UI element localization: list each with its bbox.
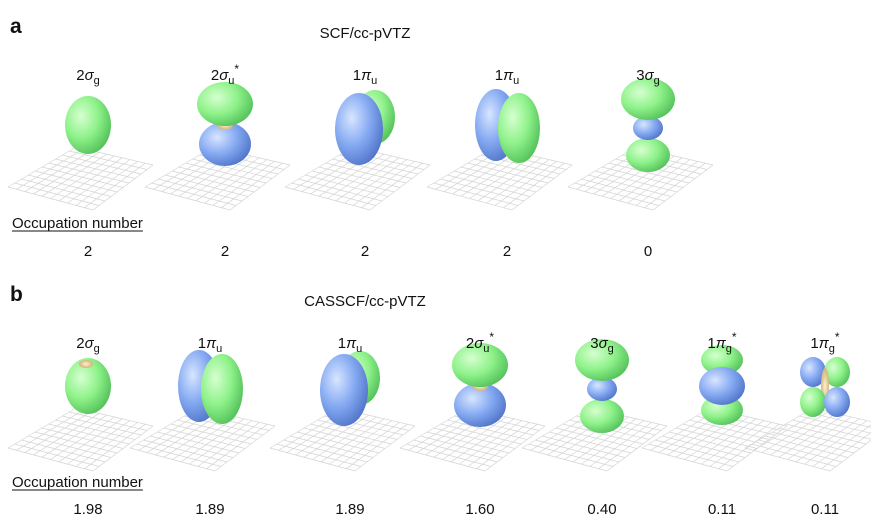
orbital-superscript: * (732, 330, 737, 344)
figure: aSCF/cc-pVTZ2σg22σu*21πu21πu23σg0Occupat… (0, 0, 871, 515)
orbital-label: 2σu* (211, 62, 240, 87)
orbital (745, 357, 871, 471)
orbital-label: 2σg (76, 67, 100, 87)
orbital-number: 1 (353, 67, 361, 84)
lobe (65, 96, 111, 154)
occupation-number: 1.89 (335, 501, 364, 515)
occupation-number: 1.98 (73, 501, 102, 515)
orbital-subscript: g (654, 75, 660, 87)
orbital-number: 1 (707, 335, 715, 352)
occupation-number: 2 (361, 243, 369, 260)
orbital-subscript: g (726, 343, 732, 355)
orbital-subscript: g (829, 343, 835, 355)
lobe (626, 138, 670, 172)
lobe (197, 82, 253, 126)
orbital (642, 345, 787, 471)
occupation-number: 0.40 (587, 501, 616, 515)
occupation-label: Occupation number (12, 474, 143, 491)
orbital-number: 3 (636, 67, 644, 84)
orbital-subscript: u (483, 343, 489, 355)
orbital-number: 2 (211, 67, 219, 84)
orbital-number: 2 (76, 335, 84, 352)
occupation-number: 2 (503, 243, 511, 260)
orbital-number: 1 (810, 335, 818, 352)
occupation-label: Occupation number (12, 215, 143, 232)
orbital (400, 343, 545, 471)
lobe (699, 367, 745, 405)
orbital-label: 2σg (76, 335, 100, 355)
orbital-label: 1πu (353, 67, 378, 87)
orbital-number: 1 (338, 335, 346, 352)
orbital-number: 2 (466, 335, 474, 352)
orbital-subscript: g (94, 343, 100, 355)
orbital (427, 89, 572, 210)
orbital-superscript: * (234, 62, 239, 76)
orbital (8, 96, 153, 210)
orbital-number: 3 (590, 335, 598, 352)
lobe (320, 354, 368, 426)
orbital-subscript: g (94, 75, 100, 87)
lobe (79, 360, 93, 368)
orbital (8, 358, 153, 471)
orbital-subscript: u (513, 75, 519, 87)
lobe (621, 78, 675, 120)
panel-title: CASSCF/cc-pVTZ (304, 293, 426, 310)
panel-title: SCF/cc-pVTZ (320, 25, 411, 42)
orbital-number: 1 (198, 335, 206, 352)
orbital (270, 351, 415, 471)
orbital-superscript: * (489, 330, 494, 344)
occupation-number: 0 (644, 243, 652, 260)
orbital (285, 90, 430, 210)
lobe (498, 93, 540, 163)
orbital-superscript: * (835, 330, 840, 344)
orbital (130, 350, 275, 471)
panel-letter: b (10, 283, 23, 306)
occupation-number: 2 (221, 243, 229, 260)
orbital-subscript: u (216, 343, 222, 355)
lobe (824, 387, 850, 417)
orbital-number: 2 (76, 67, 84, 84)
lobe (335, 93, 383, 165)
orbital-subscript: u (228, 75, 234, 87)
orbital-label: 1πu (495, 67, 520, 87)
lobe (800, 387, 826, 417)
occupation-number: 1.60 (465, 501, 494, 515)
orbital (145, 82, 290, 210)
orbital-label: 1πu (338, 335, 363, 355)
orbital-label: 1πg* (810, 330, 840, 355)
orbital (522, 339, 667, 471)
orbital (568, 78, 713, 210)
occupation-number: 0.11 (811, 501, 839, 515)
lobe (580, 399, 624, 433)
panel-letter: a (10, 15, 22, 38)
occupation-number: 0.11 (708, 501, 736, 515)
lobe (201, 354, 243, 424)
occupation-number: 2 (84, 243, 92, 260)
orbital-subscript: g (608, 343, 614, 355)
orbital-number: 1 (495, 67, 503, 84)
orbital-subscript: u (356, 343, 362, 355)
orbital-subscript: u (371, 75, 377, 87)
occupation-number: 1.89 (195, 501, 224, 515)
